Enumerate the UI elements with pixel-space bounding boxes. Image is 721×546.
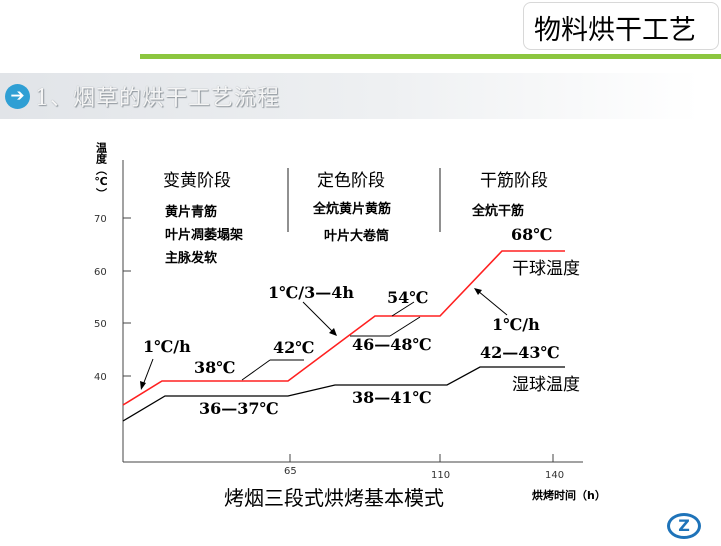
x-tick-label: 110 <box>431 470 450 481</box>
stage-desc-line: 叶片凋萎塌架 <box>165 227 243 243</box>
y-axis-label: 温度（℃） <box>94 141 108 199</box>
rate-label: 1℃/h <box>492 315 540 334</box>
wet-bulb-curve <box>122 366 565 422</box>
temp-label: 46—48℃ <box>352 335 432 354</box>
stage-title-color-fixing: 定色阶段 <box>317 171 385 191</box>
rate-arrow-head <box>474 288 482 295</box>
rate-arrow <box>302 301 334 333</box>
stage-title-stem-drying: 干筋阶段 <box>480 171 548 191</box>
y-tick-label: 60 <box>94 267 107 278</box>
x-axis-label: 烘烤时间（h） <box>532 488 606 502</box>
temp-label: 68℃ <box>511 225 552 244</box>
diagram-caption: 烤烟三段式烘烤基本模式 <box>224 486 444 510</box>
rate-label: 1℃/h <box>143 337 191 356</box>
x-tick-label: 140 <box>545 470 564 481</box>
temp-label: 38℃ <box>194 358 235 377</box>
dry-bulb-curve <box>122 250 565 406</box>
x-tick-label: 65 <box>284 466 297 477</box>
section-header-bar <box>0 73 700 119</box>
stage-desc-line: 全炕干筋 <box>471 203 524 219</box>
title-underline <box>140 54 721 59</box>
arrow-right-icon: ➔ <box>5 84 30 109</box>
stage-desc-line: 叶片大卷筒 <box>324 228 389 244</box>
page-title: 物料烘干工艺 <box>534 15 696 46</box>
temp-label: 42℃ <box>273 338 314 357</box>
stage-title-yellowing: 变黄阶段 <box>163 171 231 191</box>
company-logo-icon: Z <box>667 513 701 539</box>
rate-arrow <box>477 290 508 316</box>
rate-arrow <box>142 358 154 386</box>
stage-desc-line: 主脉发软 <box>165 250 217 266</box>
y-tick-label: 40 <box>94 372 107 383</box>
leader-line <box>389 316 421 337</box>
leader-line <box>241 359 271 381</box>
wet-bulb-label: 湿球温度 <box>512 375 580 395</box>
leader-line <box>391 301 415 317</box>
stage-desc-line: 黄片青筋 <box>165 204 217 220</box>
section-title: 1、烟草的烘干工艺流程 <box>35 86 280 111</box>
temp-label: 36—37℃ <box>199 399 279 418</box>
rate-arrow-head <box>140 381 146 390</box>
stage-desc-line: 全炕黄片黄筋 <box>312 201 391 217</box>
temp-label: 54℃ <box>387 288 428 307</box>
rate-label: 1℃/3—4h <box>268 283 354 302</box>
y-tick-label: 50 <box>94 319 107 330</box>
temp-label: 38—41℃ <box>352 388 432 407</box>
y-tick-label: 70 <box>94 214 107 225</box>
dry-bulb-label: 干球温度 <box>512 259 580 279</box>
rate-arrow-head <box>329 328 337 336</box>
temp-label: 42—43℃ <box>480 343 560 362</box>
title-box <box>523 2 719 50</box>
